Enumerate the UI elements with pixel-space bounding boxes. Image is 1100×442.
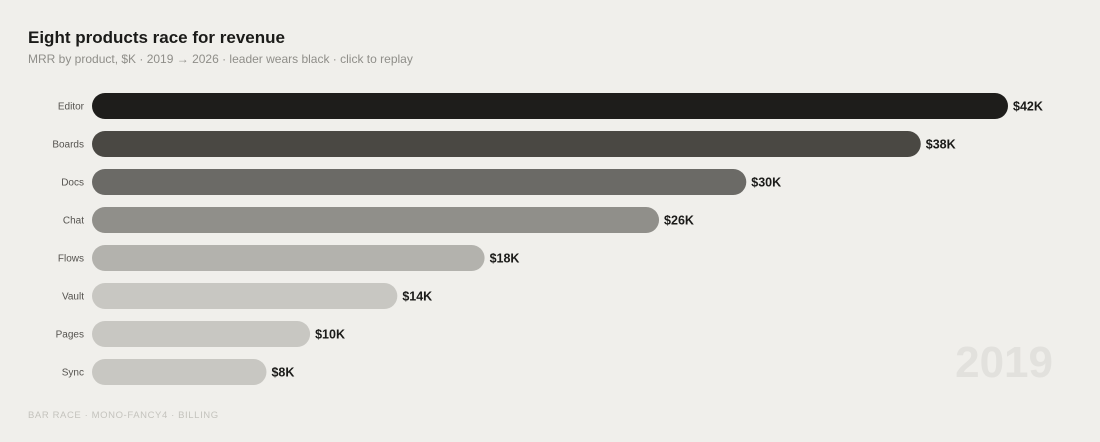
category-label: Sync (62, 368, 84, 379)
category-label: Flows (58, 254, 84, 265)
value-label: $14K (402, 290, 432, 304)
category-label: Pages (56, 330, 84, 341)
bar-chat (92, 207, 660, 233)
chart-footer: BAR RACE · MONO-FANCY4 · BILLING (28, 410, 219, 421)
value-label: $38K (926, 138, 956, 152)
bar-sync (92, 359, 267, 385)
bar-pages (92, 321, 311, 347)
bar-editor (92, 93, 1008, 119)
value-label: $30K (751, 176, 781, 190)
chart-title: Eight products race for revenue (28, 28, 285, 47)
year-watermark: 2019 (955, 338, 1053, 387)
category-label: Boards (52, 140, 84, 151)
bar-docs (92, 169, 747, 195)
value-label: $10K (315, 328, 345, 342)
value-label: $18K (490, 252, 520, 266)
bar-vault (92, 283, 398, 309)
value-label: $26K (664, 214, 694, 228)
value-label: $42K (1013, 100, 1043, 114)
bar-boards (92, 131, 921, 157)
chart-subtitle: MRR by product, $K · 2019 → 2026 · leade… (28, 52, 413, 66)
category-label: Editor (58, 102, 85, 113)
category-label: Vault (62, 292, 84, 303)
value-label: $8K (271, 366, 294, 380)
bar-flows (92, 245, 485, 271)
category-label: Chat (63, 216, 84, 227)
category-label: Docs (61, 178, 84, 189)
